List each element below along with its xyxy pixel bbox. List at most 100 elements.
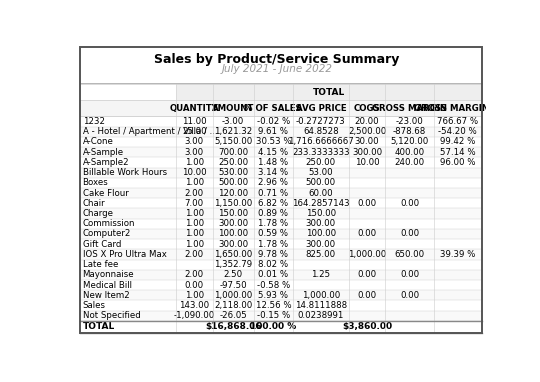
Bar bbox=[80, 100, 482, 117]
Text: 1.25: 1.25 bbox=[312, 270, 330, 279]
Bar bbox=[80, 84, 176, 100]
Text: AMOUNT: AMOUNT bbox=[212, 104, 254, 113]
Text: New Item2: New Item2 bbox=[83, 291, 129, 300]
Text: Sales: Sales bbox=[83, 301, 105, 310]
Text: Not Specified: Not Specified bbox=[83, 311, 140, 320]
Text: 1.78 %: 1.78 % bbox=[258, 240, 288, 249]
Text: % OF SALES: % OF SALES bbox=[245, 104, 302, 113]
Text: 3.00: 3.00 bbox=[185, 138, 204, 146]
Text: 1,352.79: 1,352.79 bbox=[214, 260, 252, 269]
Text: 14.8111888: 14.8111888 bbox=[295, 301, 347, 310]
Text: -26.05: -26.05 bbox=[219, 311, 247, 320]
Text: Charge: Charge bbox=[83, 209, 113, 218]
Bar bbox=[176, 84, 482, 100]
Text: 164.2857143: 164.2857143 bbox=[292, 199, 350, 208]
Bar bbox=[80, 280, 482, 290]
Text: 0.89 %: 0.89 % bbox=[258, 209, 288, 218]
Text: 0.00: 0.00 bbox=[400, 230, 419, 238]
Text: 9.78 %: 9.78 % bbox=[258, 250, 288, 259]
Text: July 2021 - June 2022: July 2021 - June 2022 bbox=[221, 65, 332, 74]
Text: 8.02 %: 8.02 % bbox=[258, 260, 288, 269]
Text: 240.00: 240.00 bbox=[394, 158, 424, 167]
Text: 100.00: 100.00 bbox=[218, 230, 248, 238]
Text: $3,860.00: $3,860.00 bbox=[342, 322, 392, 331]
Bar bbox=[80, 259, 482, 270]
Text: 1.78 %: 1.78 % bbox=[258, 219, 288, 228]
Text: 120.00: 120.00 bbox=[218, 189, 248, 197]
Text: 39.39 %: 39.39 % bbox=[440, 250, 475, 259]
Text: 300.00: 300.00 bbox=[306, 219, 336, 228]
Text: AVG PRICE: AVG PRICE bbox=[295, 104, 346, 113]
Bar bbox=[80, 117, 482, 127]
Text: -23.00: -23.00 bbox=[396, 117, 423, 126]
Text: 3.00: 3.00 bbox=[185, 148, 204, 157]
Text: -0.58 %: -0.58 % bbox=[256, 281, 290, 290]
Text: 60.00: 60.00 bbox=[308, 189, 333, 197]
Text: 650.00: 650.00 bbox=[394, 250, 424, 259]
Text: Sales by Product/Service Summary: Sales by Product/Service Summary bbox=[154, 53, 400, 66]
Text: -0.02 %: -0.02 % bbox=[256, 117, 290, 126]
Text: 1.00: 1.00 bbox=[185, 158, 204, 167]
Text: 766.67 %: 766.67 % bbox=[437, 117, 478, 126]
Text: Computer2: Computer2 bbox=[83, 230, 131, 238]
Text: 1.00: 1.00 bbox=[185, 291, 204, 300]
Text: 1,621.32: 1,621.32 bbox=[214, 127, 252, 136]
Text: 500.00: 500.00 bbox=[306, 178, 336, 188]
Text: 100.00 %: 100.00 % bbox=[250, 322, 296, 331]
Text: 7.00: 7.00 bbox=[185, 199, 204, 208]
Text: 5,150.00: 5,150.00 bbox=[214, 138, 252, 146]
Text: 53.00: 53.00 bbox=[308, 168, 333, 177]
Text: 0.00: 0.00 bbox=[400, 270, 419, 279]
Text: 250.00: 250.00 bbox=[306, 158, 336, 167]
Text: -0.2727273: -0.2727273 bbox=[296, 117, 346, 126]
Text: A-Sample2: A-Sample2 bbox=[83, 158, 129, 167]
Text: 2.00: 2.00 bbox=[185, 250, 204, 259]
Text: Chair: Chair bbox=[83, 199, 105, 208]
Text: A - Hotel / Apartment / Villa / ...: A - Hotel / Apartment / Villa / ... bbox=[83, 127, 217, 136]
Text: 1,000.00: 1,000.00 bbox=[348, 250, 386, 259]
Text: 1.00: 1.00 bbox=[185, 240, 204, 249]
Text: -3.00: -3.00 bbox=[222, 117, 244, 126]
Text: 5,120.00: 5,120.00 bbox=[390, 138, 429, 146]
Text: 0.0238991: 0.0238991 bbox=[298, 311, 344, 320]
Text: -0.15 %: -0.15 % bbox=[256, 311, 290, 320]
Bar bbox=[80, 137, 482, 147]
Bar bbox=[80, 198, 482, 209]
Text: A-Sample: A-Sample bbox=[83, 148, 124, 157]
Text: -54.20 %: -54.20 % bbox=[438, 127, 477, 136]
Text: 700.00: 700.00 bbox=[218, 148, 248, 157]
Text: 20.00: 20.00 bbox=[355, 117, 380, 126]
Bar bbox=[80, 300, 482, 311]
Text: 2.00: 2.00 bbox=[185, 189, 204, 197]
Text: 0.59 %: 0.59 % bbox=[258, 230, 288, 238]
Bar bbox=[80, 239, 482, 249]
Text: 3.14 %: 3.14 % bbox=[258, 168, 288, 177]
Bar bbox=[80, 168, 482, 178]
Text: Cake Flour: Cake Flour bbox=[83, 189, 129, 197]
Text: 150.00: 150.00 bbox=[306, 209, 336, 218]
Text: 0.00: 0.00 bbox=[357, 270, 377, 279]
Text: 10.00: 10.00 bbox=[355, 158, 380, 167]
Text: 250.00: 250.00 bbox=[218, 158, 248, 167]
Text: 6.82 %: 6.82 % bbox=[258, 199, 288, 208]
Bar bbox=[80, 209, 482, 219]
Text: 25.00: 25.00 bbox=[182, 127, 207, 136]
Text: 100.00: 100.00 bbox=[306, 230, 336, 238]
Text: 96.00 %: 96.00 % bbox=[440, 158, 475, 167]
Text: COGS: COGS bbox=[354, 104, 381, 113]
Text: 57.14 %: 57.14 % bbox=[440, 148, 476, 157]
Text: 1.00: 1.00 bbox=[185, 219, 204, 228]
Text: 2.00: 2.00 bbox=[185, 270, 204, 279]
Text: GROSS MARGIN %: GROSS MARGIN % bbox=[415, 104, 501, 113]
Text: 825.00: 825.00 bbox=[306, 250, 336, 259]
Text: 10.00: 10.00 bbox=[182, 168, 207, 177]
Text: 1,000.00: 1,000.00 bbox=[302, 291, 340, 300]
Text: 300.00: 300.00 bbox=[218, 219, 248, 228]
Bar bbox=[80, 219, 482, 229]
Text: 0.71 %: 0.71 % bbox=[258, 189, 288, 197]
Text: 0.00: 0.00 bbox=[357, 230, 377, 238]
Text: TOTAL: TOTAL bbox=[83, 322, 115, 331]
Text: -97.50: -97.50 bbox=[219, 281, 247, 290]
Text: 30.00: 30.00 bbox=[355, 138, 380, 146]
Bar bbox=[80, 249, 482, 259]
